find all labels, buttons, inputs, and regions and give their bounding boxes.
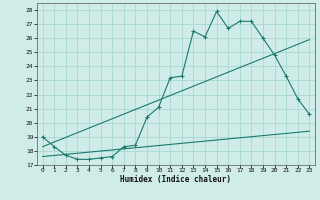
X-axis label: Humidex (Indice chaleur): Humidex (Indice chaleur) — [121, 175, 231, 184]
